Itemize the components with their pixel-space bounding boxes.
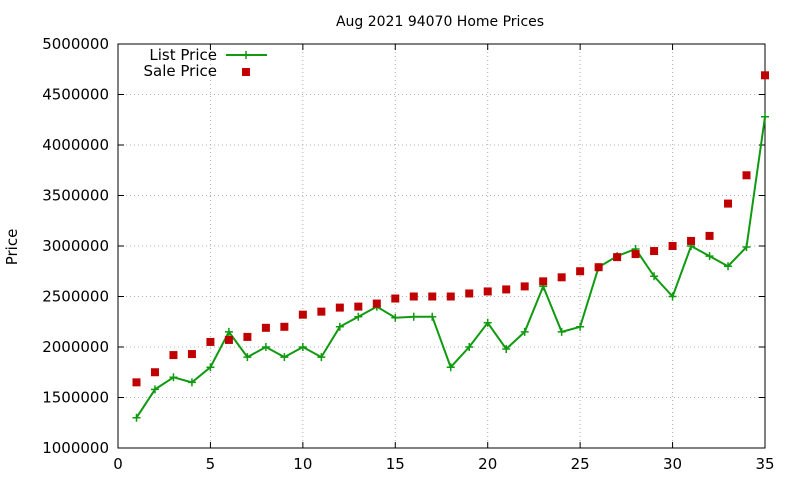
y-tick-label: 1500000 <box>42 389 109 407</box>
data-point <box>391 294 400 303</box>
data-point <box>576 322 585 331</box>
data-point <box>224 327 233 336</box>
data-point <box>502 285 511 294</box>
legend: List Price Sale Price <box>144 46 267 80</box>
data-point <box>280 322 289 331</box>
y-axis-label: Price <box>3 229 21 266</box>
x-tick-label: 20 <box>478 455 497 473</box>
y-tick-label: 5000000 <box>42 35 109 53</box>
series-layer <box>132 71 769 422</box>
x-tick-label: 15 <box>386 455 405 473</box>
data-point <box>409 312 418 321</box>
x-tick-label: 30 <box>663 455 682 473</box>
data-point <box>761 71 769 80</box>
data-point <box>298 310 307 319</box>
data-point <box>465 343 474 351</box>
chart-title: Aug 2021 94070 Home Prices <box>336 14 544 30</box>
data-point <box>298 343 307 351</box>
data-point <box>687 236 696 245</box>
data-point <box>187 350 196 359</box>
data-point <box>428 312 437 321</box>
data-point <box>724 199 733 208</box>
data-point <box>446 363 455 372</box>
data-point <box>668 292 677 301</box>
y-tick-labels: 1000000 1500000 2000000 2500000 3000000 35000… <box>42 35 109 457</box>
data-point <box>169 373 178 382</box>
gridlines <box>118 44 765 448</box>
data-point <box>132 413 141 422</box>
data-point <box>483 287 492 296</box>
x-tick-label: 5 <box>206 455 216 473</box>
x-tick-label: 35 <box>755 455 774 473</box>
data-point <box>650 272 659 281</box>
data-point <box>650 247 659 256</box>
data-point <box>243 353 252 362</box>
data-point <box>594 263 603 272</box>
legend-label-list-price: List Price <box>149 46 217 64</box>
data-point <box>668 242 677 250</box>
data-point <box>317 353 326 362</box>
y-tick-label: 3000000 <box>42 237 109 255</box>
data-point <box>520 327 529 336</box>
series-list-price <box>132 112 769 422</box>
data-point <box>150 385 159 394</box>
data-point <box>335 322 344 331</box>
data-point <box>372 299 381 308</box>
data-point <box>520 282 529 291</box>
y-tick-label: 2000000 <box>42 338 109 356</box>
data-point <box>261 323 270 332</box>
x-tick-label: 0 <box>113 455 123 473</box>
data-point <box>335 303 344 312</box>
data-point <box>280 353 289 362</box>
data-point <box>705 231 714 240</box>
data-point <box>742 171 751 180</box>
data-point <box>354 312 363 321</box>
data-point <box>705 252 714 261</box>
data-point <box>446 292 455 301</box>
data-point <box>631 250 640 259</box>
data-point <box>742 243 751 252</box>
data-point <box>428 292 437 301</box>
y-tick-label: 4500000 <box>42 86 109 104</box>
y-tick-label: 2500000 <box>42 288 109 306</box>
data-point <box>187 378 196 387</box>
data-point <box>409 292 418 301</box>
data-point <box>724 262 733 271</box>
axis-ticks <box>117 43 766 449</box>
data-point <box>613 253 622 262</box>
data-point <box>206 337 215 346</box>
data-point <box>539 277 548 286</box>
data-point <box>317 307 326 316</box>
x-tick-labels: 0 5 10 15 20 25 30 35 <box>113 455 774 473</box>
data-point <box>224 335 233 344</box>
data-point <box>557 327 566 336</box>
data-point <box>502 345 511 354</box>
series-line <box>135 116 766 419</box>
x-tick-label: 10 <box>293 455 312 473</box>
data-point <box>243 332 252 341</box>
data-point <box>557 273 566 282</box>
x-tick-label: 25 <box>571 455 590 473</box>
legend-marker-sale-price <box>242 68 250 76</box>
y-tick-label: 3500000 <box>42 187 109 205</box>
data-point <box>761 112 769 121</box>
data-point <box>576 267 585 276</box>
data-point <box>261 343 270 351</box>
data-point <box>169 351 178 360</box>
data-point <box>465 289 474 298</box>
plot-frame <box>117 43 766 449</box>
legend-label-sale-price: Sale Price <box>144 62 217 80</box>
data-point <box>354 302 363 311</box>
data-point <box>206 363 215 372</box>
data-point <box>150 368 159 377</box>
y-tick-label: 1000000 <box>42 439 109 457</box>
data-point <box>391 313 400 322</box>
series-sale-price <box>132 71 769 387</box>
legend-marker-list-price <box>242 51 250 59</box>
y-tick-label: 4000000 <box>42 136 109 154</box>
data-point <box>483 318 492 327</box>
data-point <box>132 378 141 387</box>
